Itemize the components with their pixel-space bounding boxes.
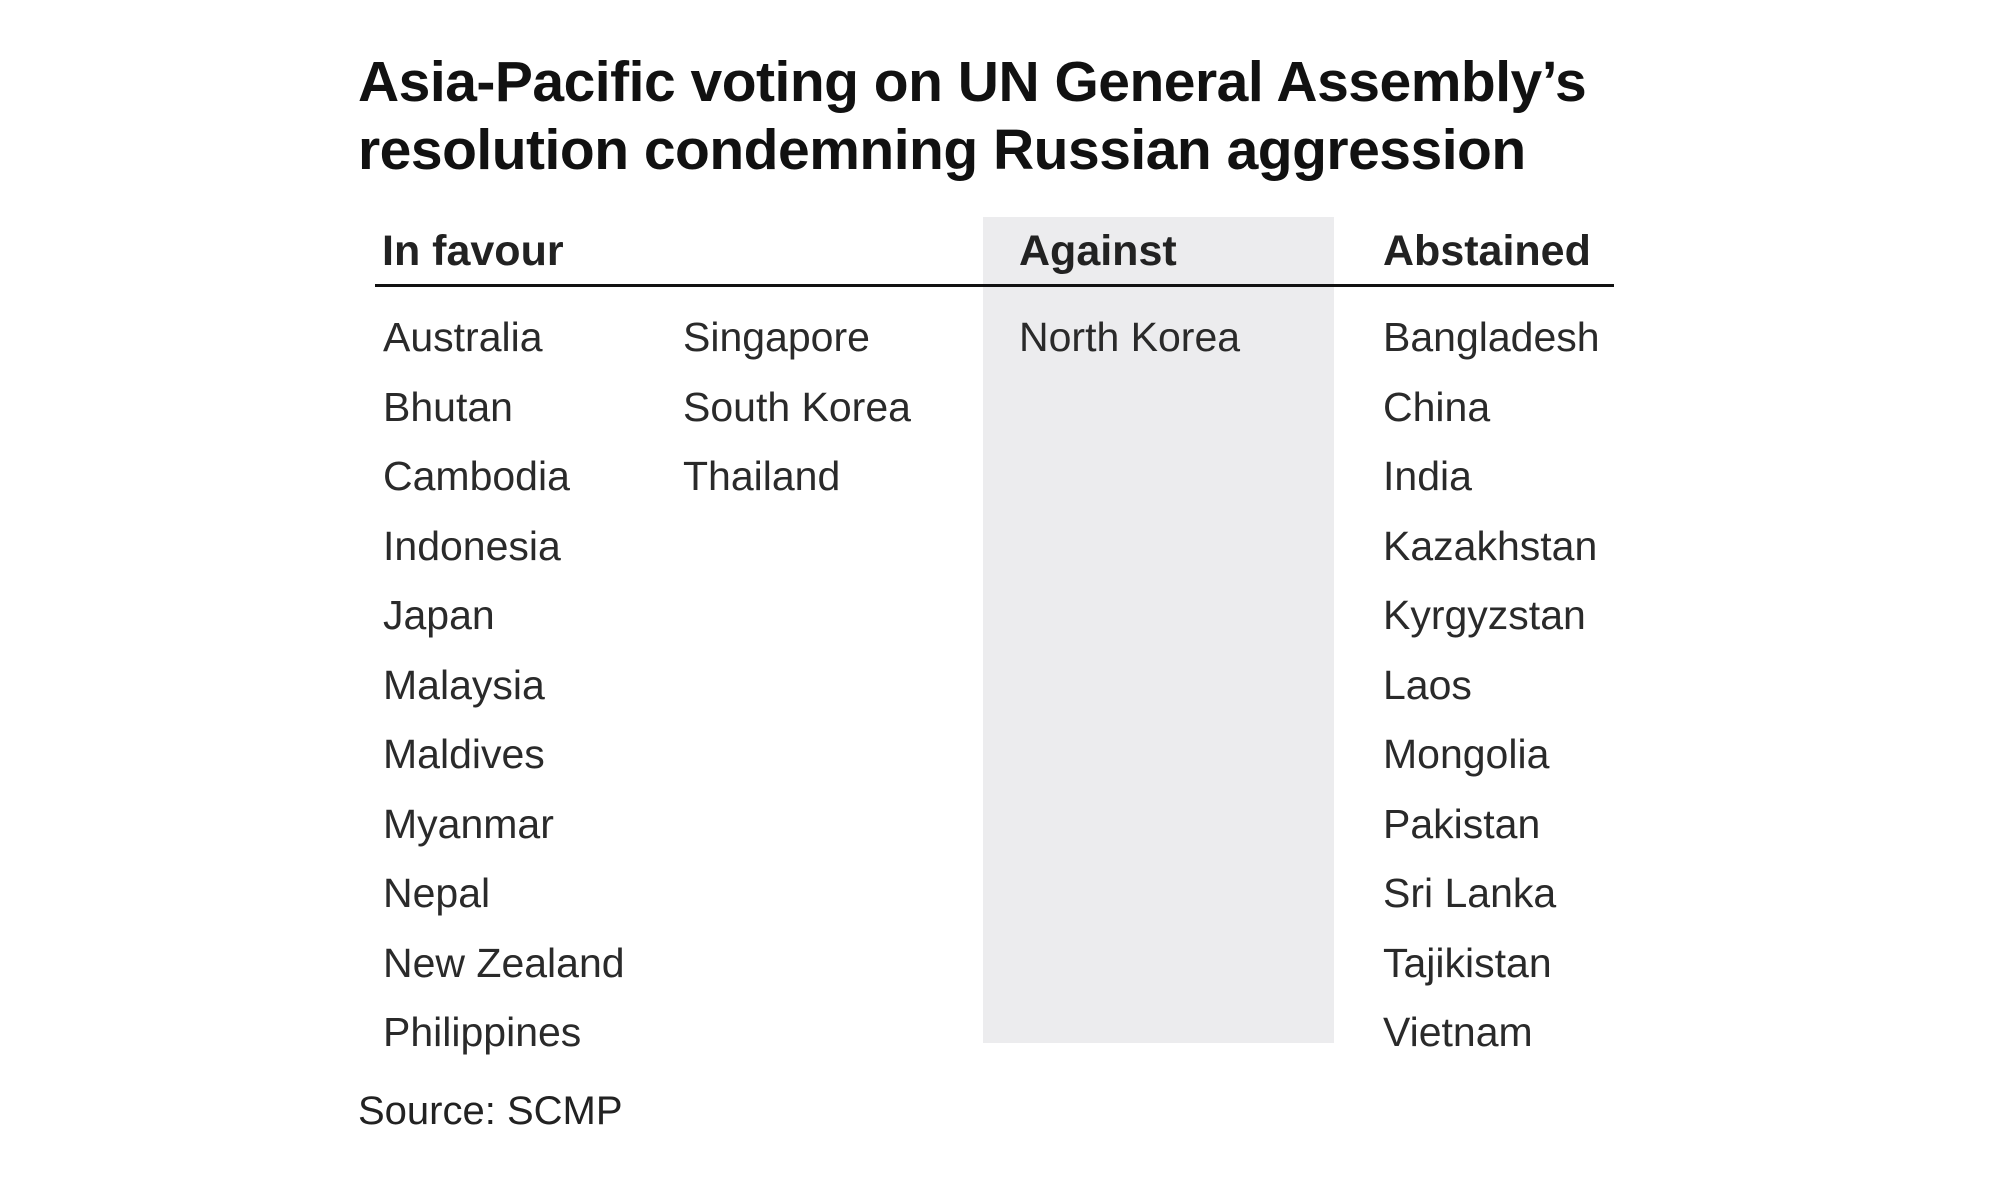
list-item: Philippines (383, 1009, 582, 1055)
header-abstained: Abstained (1383, 227, 1591, 275)
list-item: Vietnam (1383, 1009, 1533, 1055)
list-item: Maldives (383, 731, 545, 777)
list-item: Malaysia (383, 661, 545, 708)
against-column-highlight (983, 217, 1334, 1043)
list-item: North Korea (1019, 314, 1241, 360)
title-line-1: Asia-Pacific voting on UN General Assemb… (358, 50, 1587, 114)
list-item: Thailand (683, 453, 841, 499)
in-favour-list-1: Australia Bhutan Cambodia Indonesia Japa… (383, 303, 625, 1068)
list-item: Indonesia (383, 522, 561, 569)
source-note: Source: SCMP (358, 1089, 623, 1133)
list-item: Bangladesh (1383, 314, 1600, 360)
header-in-favour: In favour (382, 227, 564, 275)
list-item: Bhutan (383, 383, 513, 430)
list-item: South Korea (683, 383, 911, 430)
list-item: Sri Lanka (1383, 870, 1557, 916)
header-rule (375, 284, 1614, 287)
list-item: India (1383, 453, 1472, 499)
abstained-list: Bangladesh China India Kazakhstan Kyrgyz… (1383, 303, 1600, 1068)
chart-title: Asia-Pacific voting on UN General Assemb… (358, 48, 1587, 184)
list-item: Kyrgyzstan (1383, 592, 1586, 638)
list-item: Singapore (683, 314, 870, 360)
in-favour-list-2: Singapore South Korea Thailand (683, 303, 911, 512)
list-item: China (1383, 383, 1491, 430)
header-against: Against (1019, 227, 1177, 275)
list-item: Australia (383, 314, 543, 360)
list-item: Myanmar (383, 800, 554, 847)
list-item: Kazakhstan (1383, 522, 1598, 569)
title-line-2: resolution condemning Russian aggression (358, 118, 1526, 182)
against-list: North Korea (1019, 303, 1240, 373)
list-item: Pakistan (1383, 800, 1541, 847)
list-item: Cambodia (383, 453, 570, 499)
list-item: Nepal (383, 870, 491, 916)
list-item: Tajikistan (1383, 939, 1552, 986)
list-item: Laos (1383, 661, 1472, 708)
list-item: Japan (383, 592, 495, 638)
list-item: Mongolia (1383, 731, 1550, 777)
list-item: New Zealand (383, 939, 625, 986)
